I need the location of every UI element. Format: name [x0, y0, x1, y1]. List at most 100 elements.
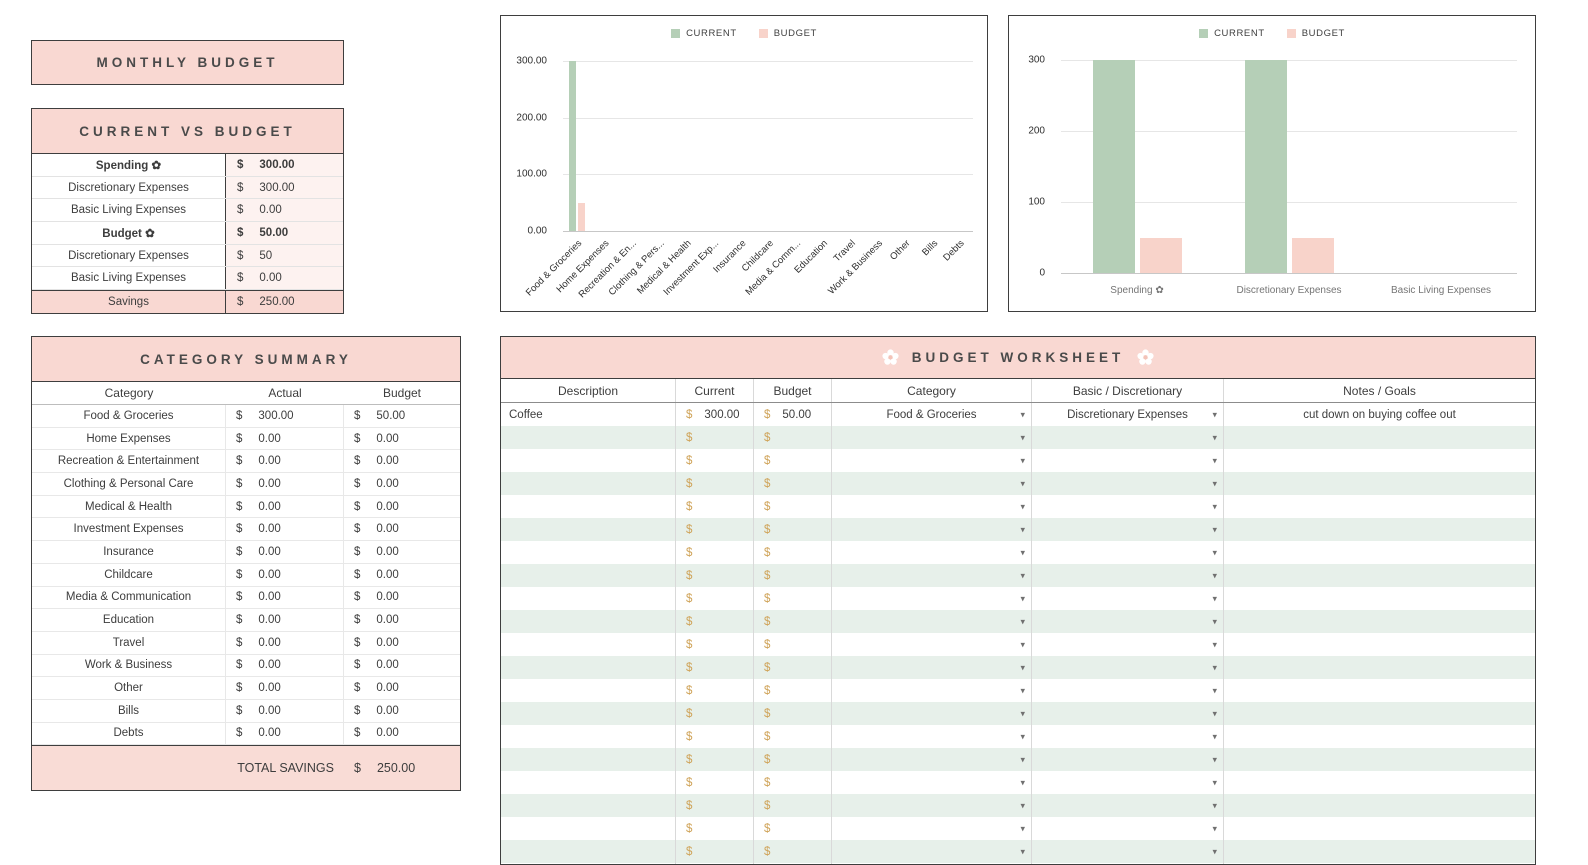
notes-cell[interactable]: [1224, 633, 1535, 656]
description-cell[interactable]: [501, 863, 676, 864]
description-cell[interactable]: [501, 587, 676, 610]
description-cell[interactable]: [501, 472, 676, 495]
budget-cell[interactable]: $: [754, 817, 832, 840]
basic-discretionary-dropdown[interactable]: ▾: [1032, 426, 1224, 449]
category-dropdown[interactable]: ▾: [832, 748, 1032, 771]
category-dropdown[interactable]: ▾: [832, 656, 1032, 679]
budget-cell[interactable]: $: [754, 794, 832, 817]
budget-cell[interactable]: $: [754, 725, 832, 748]
basic-discretionary-dropdown[interactable]: ▾: [1032, 748, 1224, 771]
budget-cell[interactable]: $: [754, 702, 832, 725]
basic-discretionary-dropdown[interactable]: ▾: [1032, 656, 1224, 679]
category-dropdown[interactable]: ▾: [832, 817, 1032, 840]
budget-cell[interactable]: $: [754, 472, 832, 495]
current-cell[interactable]: $: [676, 633, 754, 656]
budget-cell[interactable]: $: [754, 541, 832, 564]
category-dropdown[interactable]: ▾: [832, 564, 1032, 587]
description-cell[interactable]: [501, 748, 676, 771]
current-cell[interactable]: $: [676, 656, 754, 679]
notes-cell[interactable]: [1224, 817, 1535, 840]
current-cell[interactable]: $ 300.00: [676, 403, 754, 426]
description-cell[interactable]: [501, 564, 676, 587]
basic-discretionary-dropdown[interactable]: ▾: [1032, 840, 1224, 863]
current-cell[interactable]: $: [676, 702, 754, 725]
budget-cell[interactable]: $ 50.00: [754, 403, 832, 426]
notes-cell[interactable]: [1224, 495, 1535, 518]
category-dropdown[interactable]: ▾: [832, 472, 1032, 495]
description-cell[interactable]: Coffee: [501, 403, 676, 426]
category-dropdown[interactable]: ▾: [832, 541, 1032, 564]
description-cell[interactable]: [501, 794, 676, 817]
budget-cell[interactable]: $: [754, 587, 832, 610]
current-cell[interactable]: $: [676, 840, 754, 863]
description-cell[interactable]: [501, 541, 676, 564]
current-cell[interactable]: $: [676, 863, 754, 864]
budget-cell[interactable]: $: [754, 610, 832, 633]
current-cell[interactable]: $: [676, 449, 754, 472]
budget-cell[interactable]: $: [754, 564, 832, 587]
current-cell[interactable]: $: [676, 541, 754, 564]
notes-cell[interactable]: [1224, 610, 1535, 633]
basic-discretionary-dropdown[interactable]: ▾: [1032, 564, 1224, 587]
description-cell[interactable]: [501, 426, 676, 449]
basic-discretionary-dropdown[interactable]: ▾: [1032, 495, 1224, 518]
category-dropdown[interactable]: ▾: [832, 702, 1032, 725]
current-cell[interactable]: $: [676, 518, 754, 541]
description-cell[interactable]: [501, 679, 676, 702]
basic-discretionary-dropdown[interactable]: ▾: [1032, 817, 1224, 840]
current-cell[interactable]: $: [676, 587, 754, 610]
current-cell[interactable]: $: [676, 748, 754, 771]
basic-discretionary-dropdown[interactable]: ▾: [1032, 633, 1224, 656]
notes-cell[interactable]: [1224, 541, 1535, 564]
basic-discretionary-dropdown[interactable]: ▾: [1032, 863, 1224, 864]
current-cell[interactable]: $: [676, 794, 754, 817]
notes-cell[interactable]: [1224, 426, 1535, 449]
description-cell[interactable]: [501, 702, 676, 725]
budget-cell[interactable]: $: [754, 679, 832, 702]
category-dropdown[interactable]: ▾: [832, 610, 1032, 633]
basic-discretionary-dropdown[interactable]: ▾: [1032, 518, 1224, 541]
budget-cell[interactable]: $: [754, 771, 832, 794]
notes-cell[interactable]: [1224, 587, 1535, 610]
category-dropdown[interactable]: ▾: [832, 449, 1032, 472]
budget-cell[interactable]: $: [754, 518, 832, 541]
current-cell[interactable]: $: [676, 472, 754, 495]
notes-cell[interactable]: [1224, 748, 1535, 771]
basic-discretionary-dropdown[interactable]: ▾: [1032, 587, 1224, 610]
description-cell[interactable]: [501, 518, 676, 541]
notes-cell[interactable]: [1224, 794, 1535, 817]
basic-discretionary-dropdown[interactable]: ▾: [1032, 771, 1224, 794]
budget-cell[interactable]: $: [754, 863, 832, 864]
budget-cell[interactable]: $: [754, 426, 832, 449]
category-dropdown[interactable]: ▾: [832, 495, 1032, 518]
category-dropdown[interactable]: ▾: [832, 633, 1032, 656]
budget-cell[interactable]: $: [754, 449, 832, 472]
notes-cell[interactable]: [1224, 449, 1535, 472]
budget-cell[interactable]: $: [754, 495, 832, 518]
basic-discretionary-dropdown[interactable]: ▾: [1032, 610, 1224, 633]
basic-discretionary-dropdown[interactable]: ▾: [1032, 449, 1224, 472]
basic-discretionary-dropdown[interactable]: ▾: [1032, 702, 1224, 725]
category-dropdown[interactable]: ▾: [832, 426, 1032, 449]
basic-discretionary-dropdown[interactable]: ▾: [1032, 725, 1224, 748]
basic-discretionary-dropdown[interactable]: ▾: [1032, 679, 1224, 702]
category-dropdown[interactable]: ▾: [832, 587, 1032, 610]
notes-cell[interactable]: [1224, 472, 1535, 495]
budget-cell[interactable]: $: [754, 656, 832, 679]
notes-cell[interactable]: [1224, 840, 1535, 863]
current-cell[interactable]: $: [676, 610, 754, 633]
current-cell[interactable]: $: [676, 564, 754, 587]
budget-cell[interactable]: $: [754, 633, 832, 656]
description-cell[interactable]: [501, 840, 676, 863]
current-cell[interactable]: $: [676, 817, 754, 840]
notes-cell[interactable]: [1224, 725, 1535, 748]
budget-cell[interactable]: $: [754, 840, 832, 863]
budget-cell[interactable]: $: [754, 748, 832, 771]
basic-discretionary-dropdown[interactable]: ▾: [1032, 541, 1224, 564]
description-cell[interactable]: [501, 771, 676, 794]
category-dropdown[interactable]: Food & Groceries ▾: [832, 403, 1032, 426]
description-cell[interactable]: [501, 633, 676, 656]
notes-cell[interactable]: [1224, 564, 1535, 587]
description-cell[interactable]: [501, 610, 676, 633]
description-cell[interactable]: [501, 725, 676, 748]
